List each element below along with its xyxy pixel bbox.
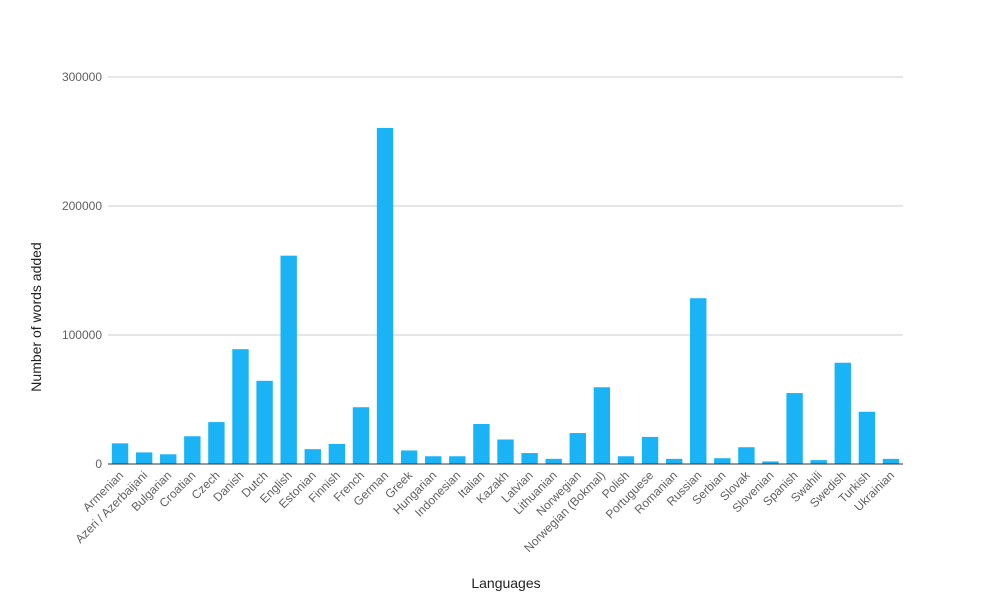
bar [714, 458, 731, 464]
bar [593, 387, 611, 464]
bar [184, 436, 201, 464]
bar [738, 447, 755, 464]
bars [111, 127, 900, 464]
bar [690, 298, 707, 464]
bar [376, 127, 394, 464]
bar [473, 424, 490, 464]
bar [232, 349, 249, 464]
bar [617, 456, 635, 464]
bar [786, 393, 803, 464]
y-axis-ticks: 0 100000 200000 300000 [62, 70, 102, 471]
y-tick-label: 300000 [62, 70, 102, 84]
bar [858, 411, 876, 464]
bar [665, 458, 683, 464]
bar [400, 450, 418, 464]
bar [328, 444, 346, 464]
gridlines [108, 76, 903, 336]
bar [545, 458, 562, 464]
y-tick-label: 200000 [62, 199, 102, 213]
bar [569, 433, 586, 464]
bar [304, 449, 321, 464]
bar [497, 439, 514, 464]
bar [135, 452, 153, 464]
bar [449, 456, 466, 464]
y-tick-label: 0 [95, 457, 102, 471]
x-axis-title: Languages [471, 575, 540, 591]
bar [762, 461, 779, 464]
bar [834, 362, 851, 464]
y-tick-label: 100000 [62, 328, 102, 342]
bar [521, 453, 538, 464]
bar [810, 460, 827, 464]
bar [882, 458, 900, 464]
bar [208, 422, 225, 464]
y-axis-title: Number of words added [28, 242, 44, 391]
bar [641, 436, 659, 464]
bar [425, 456, 442, 464]
bar [352, 407, 370, 464]
bar [160, 454, 177, 464]
bar [111, 443, 129, 464]
bar [256, 380, 273, 464]
bar [280, 255, 297, 464]
